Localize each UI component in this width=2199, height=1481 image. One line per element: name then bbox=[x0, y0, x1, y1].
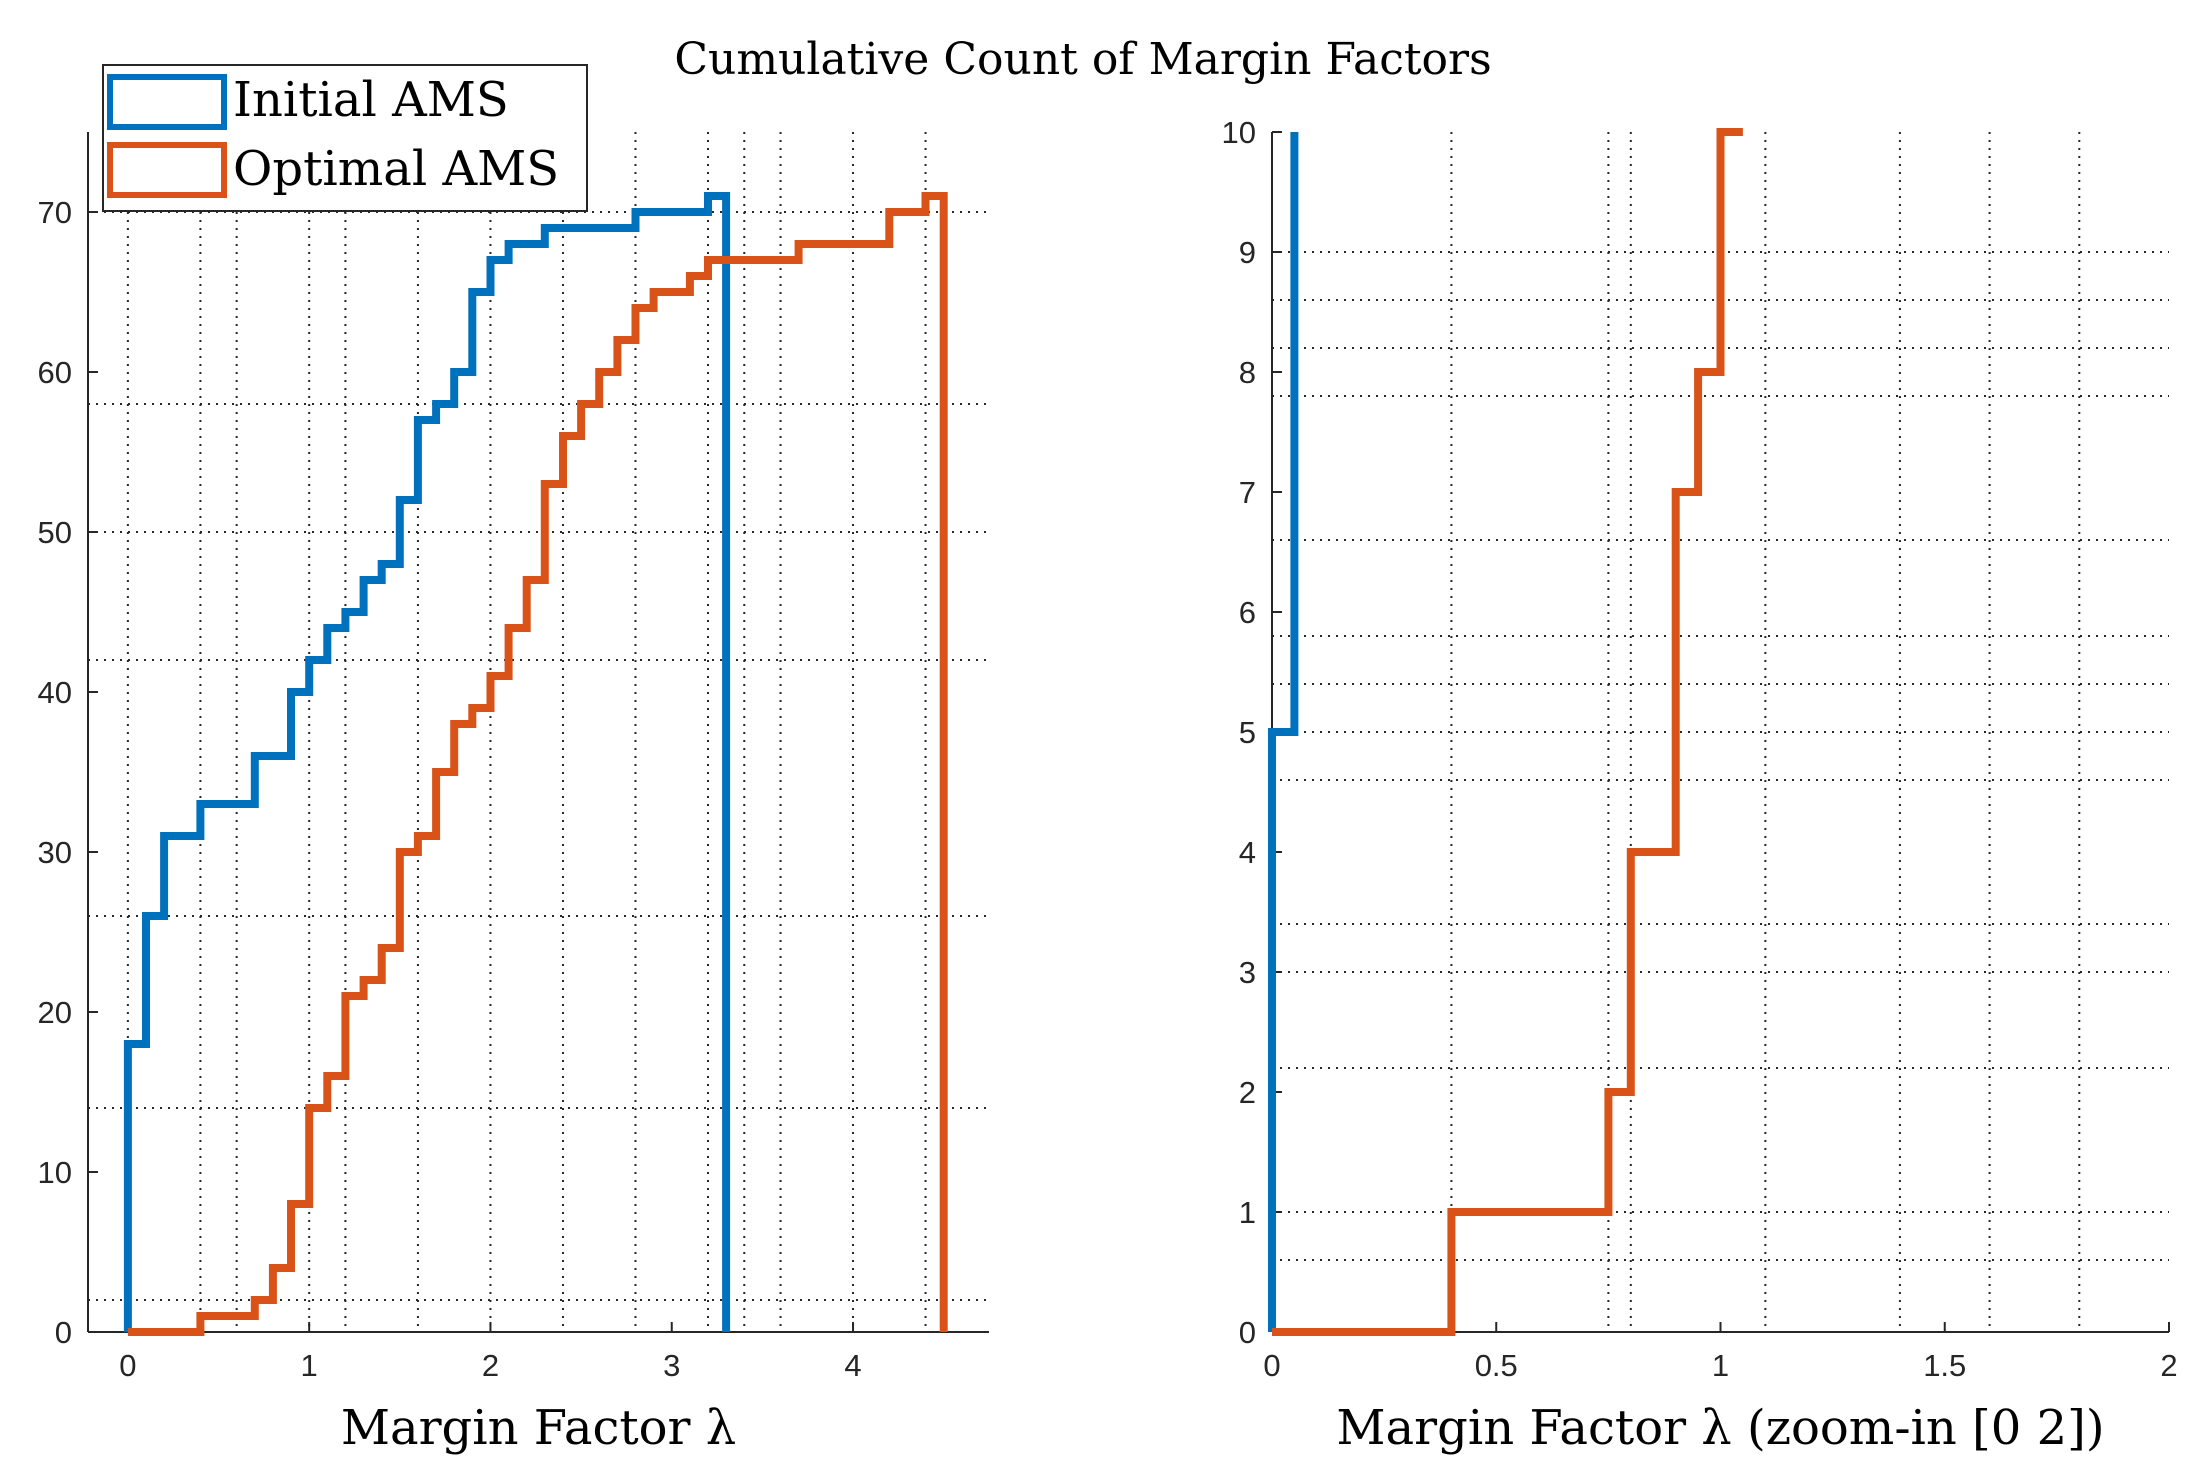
y-tick-label: 10 bbox=[1222, 115, 1256, 150]
series-group bbox=[123, 192, 948, 1336]
y-tick-label: 1 bbox=[1239, 1195, 1256, 1230]
y-tick-label: 3 bbox=[1239, 955, 1256, 990]
y-tick-label: 9 bbox=[1239, 235, 1256, 270]
x-tick-label: 0 bbox=[1263, 1348, 1280, 1383]
right-zoom-plot-panel: 0 0.5 1 1.5 2 0 1 2 3 4 5 6 7 8 9 10 Margin Factor λ (zo… bbox=[1222, 115, 2178, 1456]
x-tick-label: 2 bbox=[2160, 1348, 2177, 1383]
y-tick-label: 40 bbox=[38, 675, 72, 710]
y-tick-label: 10 bbox=[38, 1155, 72, 1190]
legend-swatch-optimal-ams bbox=[107, 142, 227, 198]
y-tick-label: 8 bbox=[1239, 355, 1256, 390]
y-tick-label: 4 bbox=[1239, 835, 1256, 870]
figure-title: Cumulative Count of Margin Factors bbox=[674, 34, 1491, 85]
legend-label-initial-ams: Initial AMS bbox=[233, 72, 509, 128]
y-tick-label: 2 bbox=[1239, 1075, 1256, 1110]
y-tick-label: 50 bbox=[38, 515, 72, 550]
series-group bbox=[1268, 128, 1743, 1336]
series-line-initial-ams bbox=[123, 192, 731, 1332]
series-line-optimal-ams bbox=[1272, 128, 1743, 1336]
y-tick-label: 0 bbox=[55, 1315, 72, 1350]
series-line-initial-ams bbox=[1268, 132, 1299, 1332]
legend-label-optimal-ams: Optimal AMS bbox=[233, 141, 559, 197]
y-tick-label: 60 bbox=[38, 355, 72, 390]
y-tick-label: 0 bbox=[1239, 1315, 1256, 1350]
x-tick-label: 4 bbox=[844, 1348, 861, 1383]
legend-swatch-initial-ams bbox=[107, 74, 227, 130]
x-tick-label: 1 bbox=[1712, 1348, 1729, 1383]
y-tick-label: 7 bbox=[1239, 475, 1256, 510]
y-tick-label: 20 bbox=[38, 995, 72, 1030]
y-tick-label: 5 bbox=[1239, 715, 1256, 750]
x-tick-label: 3 bbox=[663, 1348, 680, 1383]
legend: Initial AMS Optimal AMS bbox=[102, 64, 588, 212]
x-tick-label: 1 bbox=[301, 1348, 318, 1383]
x-axis-label: Margin Factor λ (zoom-in [0 2]) bbox=[1336, 1400, 2104, 1456]
grid bbox=[88, 132, 989, 1332]
y-tick-label: 30 bbox=[38, 835, 72, 870]
y-tick-label: 6 bbox=[1239, 595, 1256, 630]
y-tick-label: 70 bbox=[38, 195, 72, 230]
x-tick-label: 2 bbox=[482, 1348, 499, 1383]
x-axis-label: Margin Factor λ bbox=[341, 1400, 736, 1456]
x-tick-label: 0 bbox=[119, 1348, 136, 1383]
series-line-optimal-ams bbox=[127, 192, 948, 1336]
x-tick-label: 1.5 bbox=[1923, 1348, 1966, 1383]
x-tick-label: 0.5 bbox=[1475, 1348, 1518, 1383]
